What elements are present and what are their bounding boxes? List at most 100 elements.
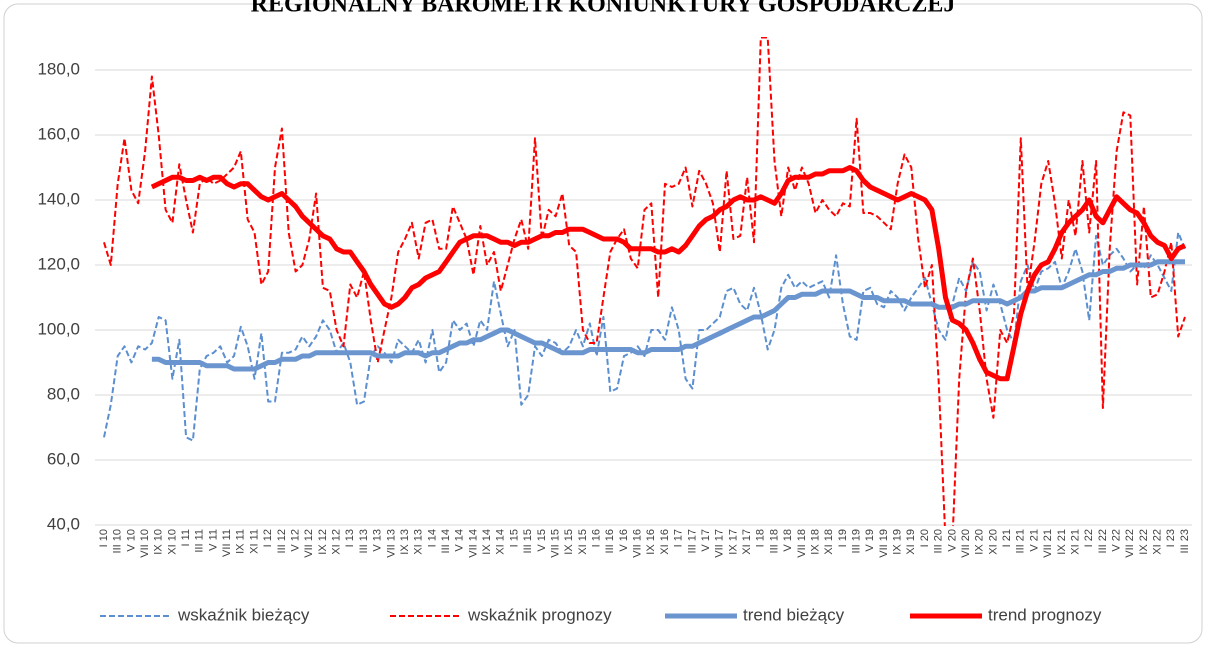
x-tick-label: III 20 <box>933 529 945 553</box>
x-tick-label: I 22 <box>1083 529 1095 547</box>
x-tick-label: XI 11 <box>248 529 260 554</box>
y-tick-label: 120,0 <box>37 254 80 273</box>
x-tick-label: V 15 <box>536 529 548 552</box>
x-tick-label: III 15 <box>522 529 534 553</box>
x-tick-label: V 16 <box>618 529 630 552</box>
x-tick-label: IX 14 <box>481 529 493 555</box>
x-tick-label: IX 15 <box>563 529 575 555</box>
x-tick-label: III 21 <box>1015 529 1027 553</box>
x-tick-label: I 21 <box>1001 529 1013 547</box>
x-tick-label: VII 16 <box>632 529 644 558</box>
x-tick-label: VII 19 <box>878 529 890 558</box>
x-tick-label: XI 18 <box>823 529 835 555</box>
x-tick-label: V 12 <box>289 529 301 552</box>
y-tick-label: 40,0 <box>47 514 80 533</box>
x-tick-label: I 16 <box>591 529 603 547</box>
chart-title: REGIONALNY BAROMETR KONIUNKTURY GOSPODAR… <box>251 0 956 18</box>
x-tick-label: I 23 <box>1165 529 1177 547</box>
x-tick-label: XI 19 <box>905 529 917 555</box>
legend-label: trend prognozy <box>988 605 1102 624</box>
x-tick-label: V 10 <box>125 529 137 552</box>
x-tick-label: III 10 <box>112 529 124 553</box>
x-tick-label: V 21 <box>1028 529 1040 552</box>
x-tick-label: XI 10 <box>166 529 178 555</box>
labels: 40,0 60,0 80,0 100,0 120,0 140,0 160,0 180,0 I 1… <box>37 59 1190 624</box>
x-tick-label: XI 20 <box>987 529 999 555</box>
x-tick-label: IX 10 <box>153 529 165 555</box>
y-tick-label: 160,0 <box>37 124 80 143</box>
x-tick-label: V 17 <box>700 529 712 552</box>
x-tick-label: VII 12 <box>303 529 315 558</box>
x-tick-label: V 14 <box>454 529 466 552</box>
x-tick-label: I 12 <box>262 529 274 547</box>
x-tick-label: III 23 <box>1179 529 1191 553</box>
x-tick-label: IX 20 <box>974 529 986 555</box>
x-tick-label: VII 10 <box>139 529 151 558</box>
x-tick-label: V 18 <box>782 529 794 552</box>
x-tick-label: I 19 <box>837 529 849 547</box>
x-tick-label: IX 21 <box>1056 529 1068 555</box>
x-tick-label: VII 20 <box>960 529 972 558</box>
legend-label: trend bieżący <box>743 605 845 624</box>
x-tick-label: VII 21 <box>1042 529 1054 558</box>
x-tick-label: XI 22 <box>1152 529 1164 555</box>
y-tick-label: 60,0 <box>47 449 80 468</box>
x-tick-label: III 12 <box>276 529 288 553</box>
x-tick-label: IX 18 <box>809 529 821 555</box>
y-tick-label: 100,0 <box>37 319 80 338</box>
x-tick-label: III 19 <box>851 529 863 553</box>
x-tick-label: VII 13 <box>385 529 397 558</box>
x-tick-label: III 22 <box>1097 529 1109 553</box>
x-tick-label: V 11 <box>207 529 219 551</box>
x-tick-label: XI 16 <box>659 529 671 555</box>
x-tick-label: XI 13 <box>413 529 425 555</box>
x-tick-label: III 17 <box>686 529 698 553</box>
x-tick-label: I 17 <box>673 529 685 547</box>
x-tick-label: VII 11 <box>221 529 233 557</box>
legend-label: wskaźnik bieżący <box>177 605 310 624</box>
x-tick-label: V 22 <box>1110 529 1122 552</box>
x-tick-label: V 19 <box>864 529 876 552</box>
series-line <box>103 231 1186 442</box>
legend-label: wskaźnik prognozy <box>467 605 612 624</box>
x-tick-label: I 10 <box>98 529 110 547</box>
x-tick-label: III 11 <box>194 529 206 553</box>
y-tick-label: 140,0 <box>37 189 80 208</box>
x-tick-label: IX 12 <box>317 529 329 555</box>
x-tick-label: XI 17 <box>741 529 753 555</box>
x-tick-label: I 18 <box>755 529 767 547</box>
x-tick-label: VII 17 <box>714 529 726 558</box>
x-tick-label: IX 19 <box>892 529 904 555</box>
x-tick-label: III 14 <box>440 529 452 553</box>
x-tick-label: V 13 <box>372 529 384 552</box>
x-tick-label: VII 18 <box>796 529 808 558</box>
x-tick-label: III 16 <box>604 529 616 553</box>
x-tick-label: XI 21 <box>1069 529 1081 555</box>
series-line <box>150 165 1187 382</box>
x-tick-label: I 11 <box>180 529 192 547</box>
x-tick-label: III 13 <box>358 529 370 553</box>
series-line <box>151 259 1185 372</box>
x-tick-label: I 13 <box>344 529 356 547</box>
x-tick-label: V 20 <box>946 529 958 552</box>
x-tick-label: XI 15 <box>577 529 589 555</box>
plot-area <box>103 37 1187 526</box>
x-tick-label: I 15 <box>508 529 520 547</box>
x-tick-label: IX 16 <box>645 529 657 555</box>
x-tick-label: I 20 <box>919 529 931 547</box>
x-tick-label: IX 22 <box>1138 529 1150 555</box>
x-tick-label: XI 12 <box>331 529 343 555</box>
x-tick-label: IX 13 <box>399 529 411 555</box>
x-tick-label: I 14 <box>426 529 438 547</box>
x-tick-label: XI 14 <box>495 529 507 555</box>
x-tick-label: IX 11 <box>235 529 247 554</box>
x-tick-label: VII 14 <box>467 529 479 558</box>
x-tick-label: IX 17 <box>727 529 739 555</box>
x-tick-label: VII 15 <box>549 529 561 558</box>
series-line <box>103 37 1186 526</box>
y-tick-label: 180,0 <box>37 59 80 78</box>
grid <box>95 69 1192 526</box>
x-tick-label: VII 22 <box>1124 529 1136 558</box>
y-tick-label: 80,0 <box>47 384 80 403</box>
